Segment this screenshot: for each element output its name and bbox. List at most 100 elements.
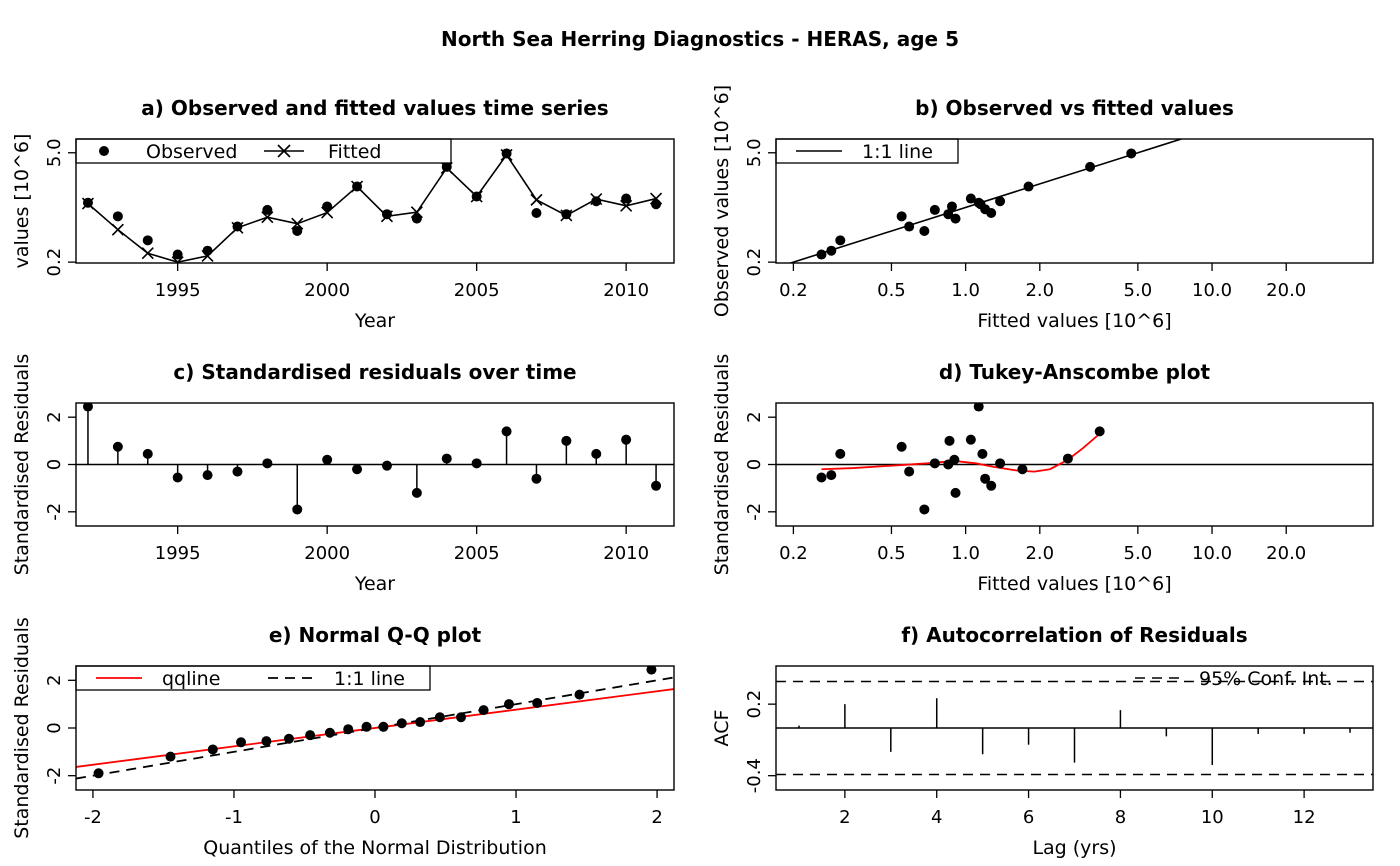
y-tick-label: 0.2 [744,248,765,277]
scatter-point [1023,181,1034,192]
x-tick-label: 0.5 [877,543,906,564]
y-tick-label: 0.2 [744,690,765,719]
y-tick-label: 0 [44,722,65,733]
scatter-point [1094,426,1105,437]
observed-point [262,204,273,215]
residual-point [232,466,243,477]
y-tick-label: 2 [44,411,65,422]
scatter-point [986,480,997,491]
panel-frame-e [75,665,675,791]
qq-point [361,721,372,732]
residual-point [322,454,333,465]
scatter-point [1017,464,1028,475]
observed-point [232,221,243,232]
x-tick-label: 1995 [155,280,201,301]
x-tick-label: 10.0 [1192,280,1232,301]
plot-area-a [81,148,663,263]
fitted-point [620,199,633,212]
residual-point [112,441,123,452]
scatter-point [950,213,961,224]
scatter-point [1085,161,1096,172]
panel-title-f: f) Autocorrelation of Residuals [901,623,1247,647]
x-axis-label-f: Lag (yrs) [1032,837,1116,859]
x-tick-label: 2 [651,807,662,828]
fitted-point [261,211,274,224]
residual-point [142,448,153,459]
panel-b: b) Observed vs fitted values Fitted value… [711,85,1374,332]
y-axis-label-a: values [10^6] [11,134,33,269]
x-tick-label: -2 [84,807,102,828]
qq-point [532,697,543,708]
scatter-point [944,435,955,446]
qq-point [283,733,294,744]
y-axis-label-f: ACF [711,710,733,747]
legend-observed-label: Observed [146,141,237,163]
x-tick-label: 12 [1293,807,1316,828]
scatter-point [995,196,1006,207]
scatter-point [975,199,986,210]
legend-fitted-label: Fitted [328,141,381,163]
fitted-point [530,193,543,206]
x-tick-label: 5.0 [1124,543,1153,564]
plot-area-e [76,666,674,780]
qq-point [396,718,407,729]
scatter-point [986,207,997,218]
observed-point [82,197,93,208]
legend-b: 1:1 line [775,138,959,164]
observed-point [411,213,422,224]
legend-observed-symbol [99,146,109,156]
scatter-point [973,403,984,412]
scatter-point [977,448,988,459]
qq-point [646,666,657,675]
qq-point [261,736,272,747]
scatter-point [816,249,827,260]
scatter-point [826,245,837,256]
y-tick-label: 5.0 [44,138,65,167]
legend-fitted-symbol [277,144,291,158]
observed-point [471,191,482,202]
qq-point [165,751,176,762]
x-tick-label: 2.0 [1025,280,1054,301]
qq-point [93,768,104,779]
x-tick-label: -1 [225,807,243,828]
fitted-point [111,223,124,236]
scatter-point [896,211,907,222]
scatter-point [946,201,957,212]
qq-point [236,737,247,748]
residual-point [172,472,183,483]
panel-frame-a [75,138,675,264]
x-tick-label: 1.0 [951,280,980,301]
x-tick-label: 20.0 [1266,543,1306,564]
panel-frame-c [75,402,675,527]
scatter-point [896,441,907,452]
x-tick-label: 2005 [454,280,500,301]
y-tick-label: 0 [744,459,765,470]
qq-point [415,717,426,728]
panel-frame-b [775,138,1374,264]
fitted-line [87,153,657,263]
plot-area-f [776,680,1373,776]
y-tick-label: -0.4 [744,758,765,793]
smoother-line [821,433,1101,473]
residual-point [651,480,662,491]
observed-point [322,201,333,212]
residual-point [441,453,452,464]
observed-point [501,148,512,159]
legend-f: 95% Conf. Int. [1135,668,1333,690]
y-axis-label-c: Standardised Residuals [11,354,33,576]
y-axis-label-b: Observed values [10^6] [711,85,733,317]
x-tick-label: 2010 [603,543,649,564]
panel-f: f) Autocorrelation of Residuals Lag (yrs)… [711,623,1374,859]
scatter-point [835,448,846,459]
scatter-point [1062,453,1073,464]
panel-title-d: d) Tukey-Anscombe plot [939,360,1211,384]
qq-point [503,699,514,710]
figure-title: North Sea Herring Diagnostics - HERAS, a… [441,27,959,51]
legend-line-label: 1:1 line [862,141,933,163]
y-tick-label: -2 [44,767,65,785]
plot-area-c [76,403,674,515]
x-tick-label: 1.0 [951,543,980,564]
identity-line [788,139,1184,263]
residual-point [82,403,93,412]
